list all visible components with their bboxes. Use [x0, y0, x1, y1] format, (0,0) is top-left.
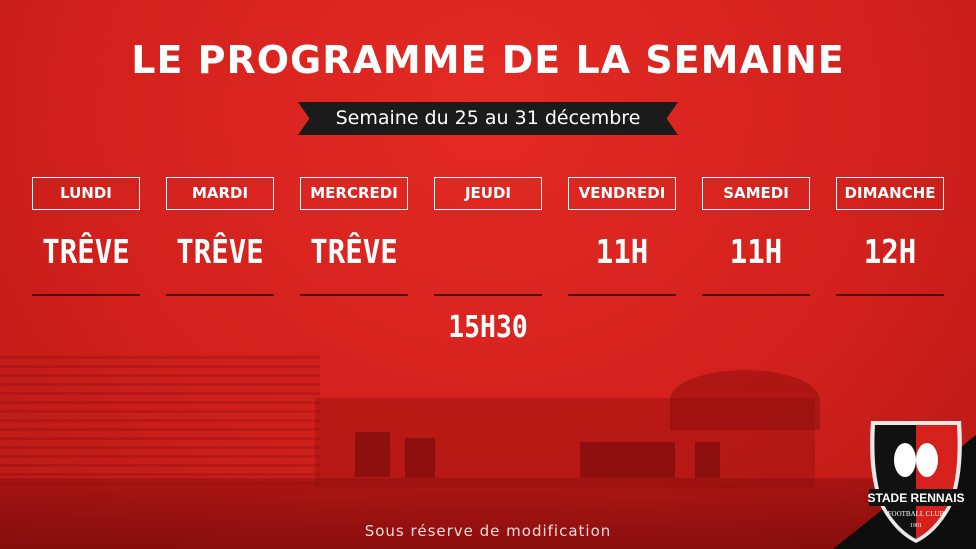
week-banner: Semaine du 25 au 31 décembre [298, 102, 678, 135]
day-label: DIMANCHE [836, 177, 944, 210]
background-building-2 [315, 398, 815, 488]
background-window [695, 442, 720, 478]
day-time: TRÊVE [42, 232, 130, 271]
day-divider [32, 294, 140, 296]
background-trees [670, 370, 820, 430]
day-time: TRÊVE [176, 232, 264, 271]
day-column-jeudi: JEUDI 15H30 [434, 177, 542, 345]
stade-rennais-crest-icon: STADE RENNAIS FOOTBALL CLUB 1901 [833, 421, 976, 549]
day-label: MARDI [166, 177, 274, 210]
day-divider [702, 294, 810, 296]
day-divider [568, 294, 676, 296]
background-ground [0, 478, 976, 549]
crest-name: STADE RENNAIS [867, 491, 964, 505]
day-divider [836, 294, 944, 296]
background-window [355, 432, 390, 477]
background-window [580, 442, 675, 478]
crest-name-band [869, 489, 963, 506]
day-label: MERCREDI [300, 177, 408, 210]
crest-figure-left [894, 443, 916, 477]
day-column-samedi: SAMEDI 11H [702, 177, 810, 296]
day-column-mardi: MARDI TRÊVE [166, 177, 274, 296]
crest-figure-right [916, 443, 938, 477]
crest-year: 1901 [910, 523, 922, 529]
disclaimer-note: Sous réserve de modification [364, 522, 612, 540]
day-label: VENDREDI [568, 177, 676, 210]
background-building [0, 355, 320, 485]
day-divider [166, 294, 274, 296]
day-divider [434, 294, 542, 296]
day-time-second: 15H30 [448, 310, 528, 345]
day-time: 11H [595, 232, 649, 271]
day-time: 11H [729, 232, 783, 271]
day-divider [300, 294, 408, 296]
day-label: LUNDI [32, 177, 140, 210]
day-column-mercredi: MERCREDI TRÊVE [300, 177, 408, 296]
day-time: TRÊVE [310, 232, 398, 271]
page-title: LE PROGRAMME DE LA SEMAINE [131, 38, 845, 82]
crest-subtitle: FOOTBALL CLUB [888, 510, 945, 518]
day-column-vendredi: VENDREDI 11H [568, 177, 676, 296]
day-column-dimanche: DIMANCHE 12H [836, 177, 944, 296]
day-time [440, 210, 535, 294]
day-label: JEUDI [434, 177, 542, 210]
day-column-lundi: LUNDI TRÊVE [32, 177, 140, 296]
background-window [405, 438, 435, 478]
day-label: SAMEDI [702, 177, 810, 210]
day-time: 12H [863, 232, 917, 271]
